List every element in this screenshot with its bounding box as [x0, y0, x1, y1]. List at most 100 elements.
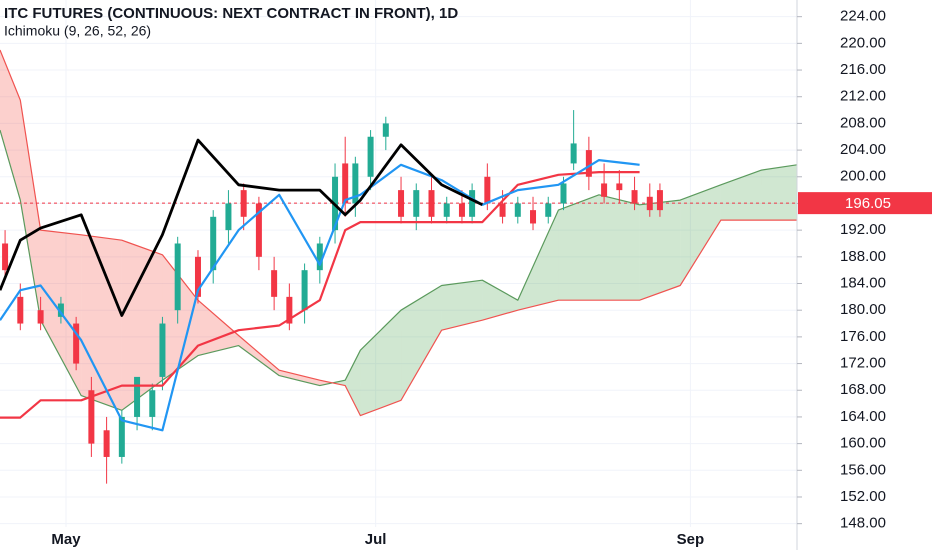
cloud [401, 285, 442, 401]
candle-body [134, 376, 141, 417]
y-tick-label: 156.00 [840, 461, 886, 478]
candle-body [398, 190, 405, 217]
candle-body [174, 243, 181, 311]
candle-body [17, 296, 24, 324]
last-price-label: 196.05 [845, 195, 891, 212]
cloud [345, 350, 361, 416]
candle-body [240, 190, 247, 217]
candle-body [255, 203, 262, 257]
cloud [279, 370, 320, 386]
y-tick-label: 168.00 [840, 381, 886, 398]
cloud [238, 335, 280, 376]
candle-body [88, 390, 95, 444]
indicator-label: Ichimoku (9, 26, 52, 26) [4, 23, 151, 39]
cloud [441, 280, 483, 331]
base-line [0, 171, 640, 419]
candle-body [103, 430, 110, 457]
candle-body [585, 150, 592, 177]
x-tick-label: Sep [677, 531, 705, 548]
cloud [332, 380, 346, 386]
cloud [599, 194, 640, 301]
candle-body [413, 190, 420, 217]
candle-body [352, 163, 359, 204]
candle-body [601, 183, 608, 197]
y-tick-label: 200.00 [840, 168, 886, 185]
candle-body [458, 203, 465, 217]
candle-body [159, 323, 166, 377]
candle-body [225, 203, 232, 231]
candle-body [443, 203, 450, 217]
y-tick-label: 176.00 [840, 328, 886, 345]
y-tick-label: 164.00 [840, 408, 886, 425]
candle-body [469, 190, 476, 217]
leading-span-a [0, 129, 797, 411]
cloud [761, 164, 797, 221]
x-tick-label: May [51, 531, 81, 548]
candle-body [545, 203, 552, 217]
cloud [360, 310, 402, 416]
plot-area [0, 49, 797, 484]
cloud [121, 240, 163, 411]
y-tick-label: 220.00 [840, 34, 886, 51]
cloud [558, 194, 600, 301]
cloud [517, 210, 559, 311]
overlay: ITC FUTURES (CONTINUOUS: NEXT CONTRACT I… [4, 0, 932, 550]
candle-body [367, 136, 374, 177]
cloud [319, 380, 333, 386]
candle-body [631, 190, 638, 204]
candle-body [301, 270, 308, 311]
candle-body [210, 216, 217, 271]
last-price-box [798, 192, 932, 215]
candle-body [428, 190, 435, 217]
y-tick-label: 180.00 [840, 301, 886, 318]
y-tick-label: 208.00 [840, 114, 886, 131]
y-tick-label: 152.00 [840, 488, 886, 505]
candle-body [194, 256, 201, 297]
y-tick-label: 172.00 [840, 355, 886, 372]
y-tick-label: 192.00 [840, 221, 886, 238]
candle-body [499, 203, 506, 217]
candle-body [118, 416, 125, 457]
cloud [81, 234, 122, 411]
candle-body [342, 163, 349, 204]
candle-body [484, 176, 491, 204]
cloud [639, 200, 681, 301]
candle-body [530, 210, 537, 224]
y-tick-label: 148.00 [840, 515, 886, 532]
conversion-line [0, 159, 640, 432]
y-tick-label: 184.00 [840, 274, 886, 291]
y-tick-label: 204.00 [840, 141, 886, 158]
candle-body [37, 310, 44, 324]
candle-body [73, 323, 80, 364]
candle-body [560, 183, 567, 204]
y-tick-label: 160.00 [840, 435, 886, 452]
candle-body [570, 143, 577, 164]
candle-body [316, 243, 323, 271]
cloud [20, 100, 41, 321]
candle-body [656, 190, 663, 211]
candle-body [57, 303, 64, 317]
header: ITC FUTURES (CONTINUOUS: NEXT CONTRACT I… [4, 5, 458, 22]
y-tick-label: 224.00 [840, 8, 886, 25]
leading-span-b [0, 49, 797, 417]
y-tick-label: 212.00 [840, 88, 886, 105]
y-tick-label: 188.00 [840, 248, 886, 265]
candle-body [616, 183, 623, 191]
candle-body [382, 123, 389, 137]
candle-body [286, 296, 293, 324]
candle-body [646, 196, 653, 211]
candle-body [149, 390, 156, 417]
cloud [482, 280, 518, 321]
cloud [0, 50, 21, 201]
cloud [680, 184, 721, 286]
chart-title: ITC FUTURES (CONTINUOUS: NEXT CONTRACT I… [4, 5, 458, 22]
candle-body [271, 270, 278, 297]
lagging-span [0, 138, 483, 317]
y-tick-label: 216.00 [840, 61, 886, 78]
candle-body [2, 243, 9, 271]
candle-body [514, 203, 521, 217]
cloud [162, 254, 198, 381]
x-tick-label: Jul [365, 531, 387, 548]
